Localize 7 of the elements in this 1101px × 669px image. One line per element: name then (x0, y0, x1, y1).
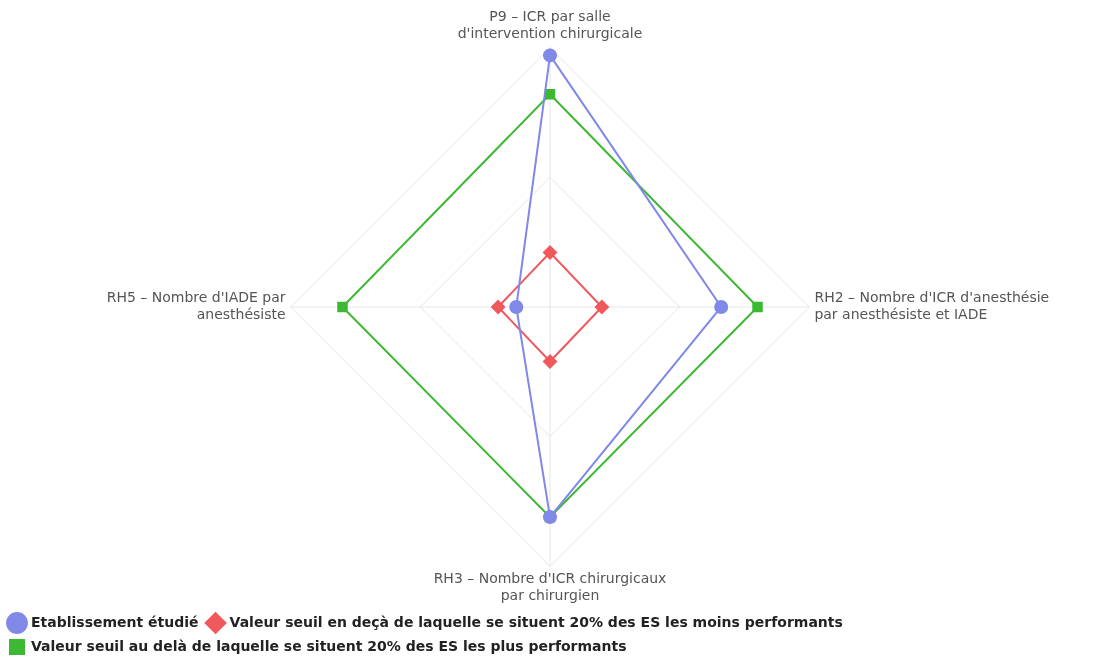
spoke-label: P9 – ICR par salle d'intervention chirurgicale (457, 8, 643, 41)
legend-label: Valeur seuil en deçà de laquelle se situent 20% des ES les moins performants (229, 613, 843, 630)
spoke-label: RH3 – Nombre d'ICR chirurgicaux par chirurgien (433, 570, 667, 604)
legend-label: Valeur seuil au delà de laquelle se situent 20% des ES les plus performants (31, 637, 627, 654)
spoke-label: RH2 – Nombre d'ICR d'anesthésie par anesthésiste et IADE (814, 289, 1050, 323)
legend-label: Etablissement étudié (31, 613, 199, 630)
spoke-label: RH5 – Nombre d'IADE par anesthésiste (106, 289, 286, 323)
